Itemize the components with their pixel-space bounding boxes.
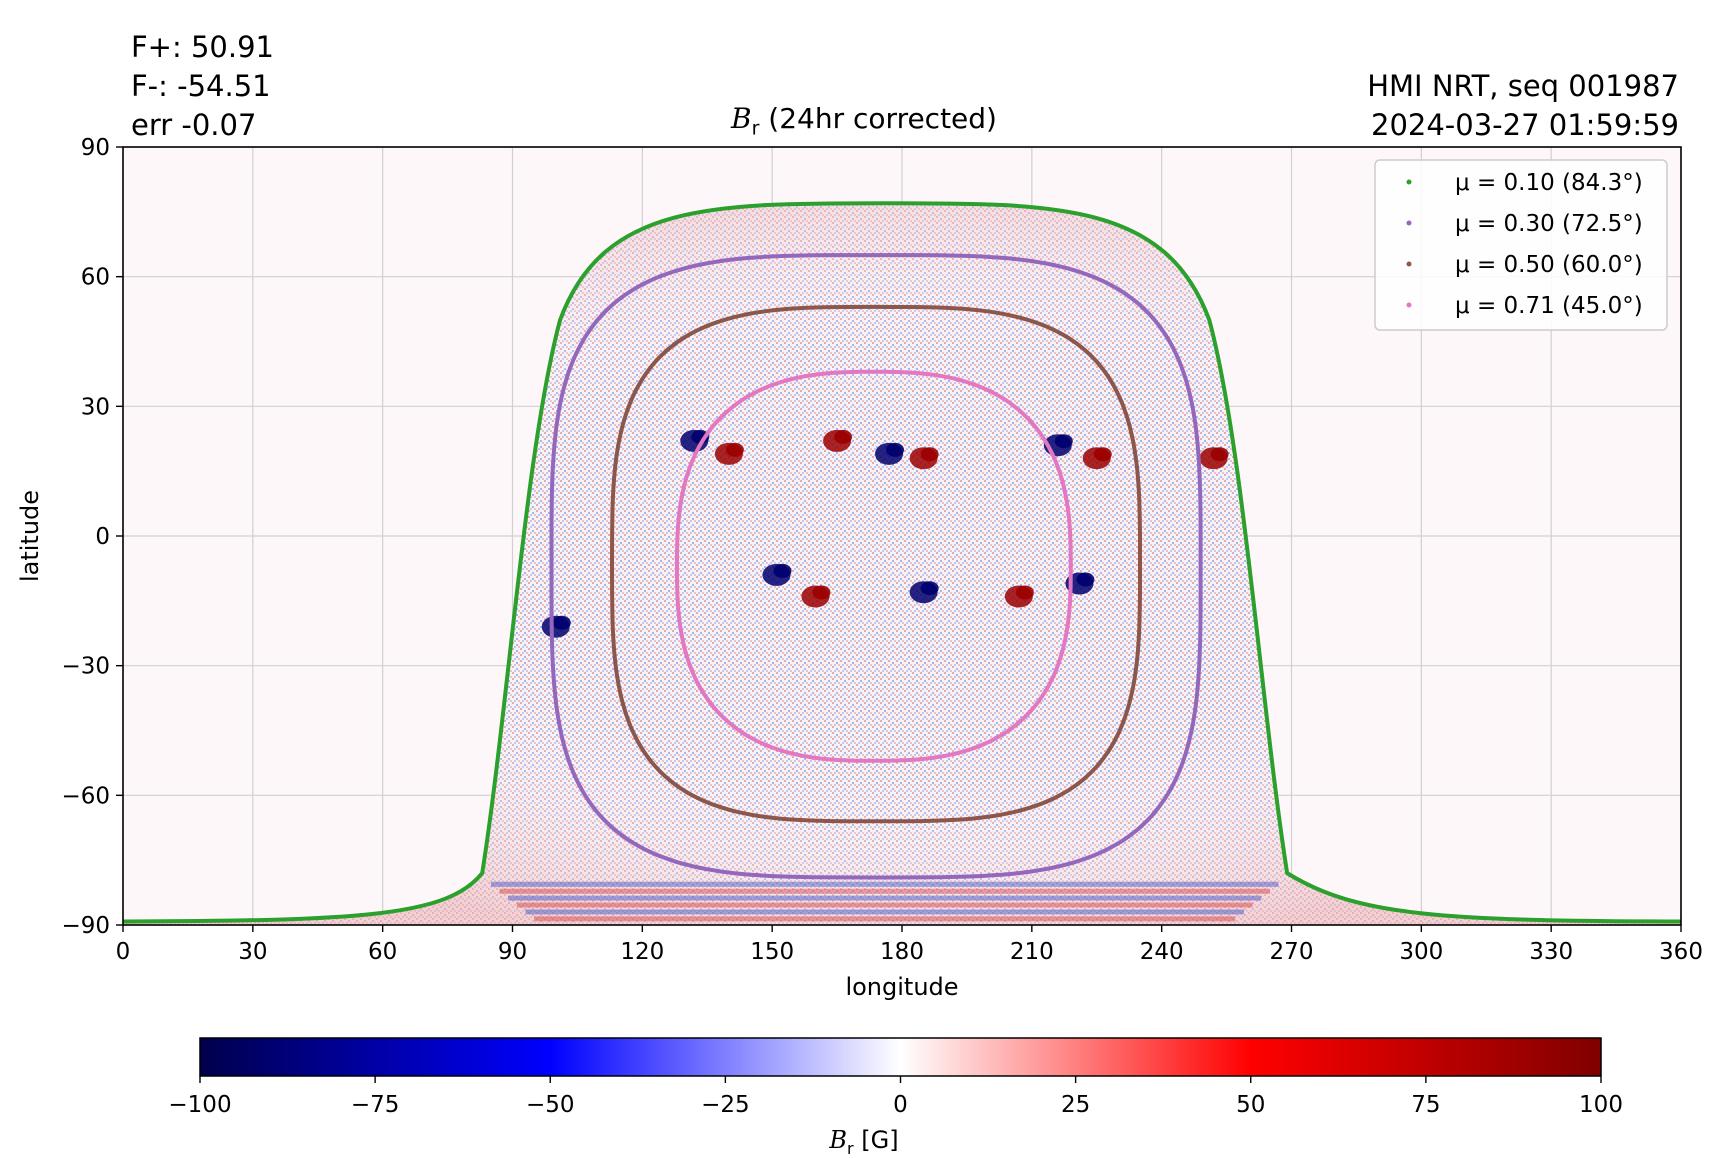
y-tick-label: 90 (81, 135, 110, 161)
legend-box (1374, 159, 1668, 331)
active-region-core (1093, 447, 1112, 462)
colorbar-tick-label: −75 (351, 1092, 400, 1118)
legend-label: μ = 0.71 (45.0°) (1455, 293, 1643, 319)
active-region-core (773, 563, 792, 578)
flux-summary: F+: 50.91 F-: -54.51 err -0.07 (131, 28, 274, 145)
legend-label: μ = 0.30 (72.5°) (1455, 211, 1643, 237)
colorbar-tick-label: −50 (526, 1092, 575, 1118)
colorbar-tick-label: 25 (1061, 1092, 1090, 1118)
polar-noise-band (534, 916, 1236, 922)
colorbar-label: Br [G] (0, 1126, 1728, 1158)
mu-contour-0.30 (549, 253, 1203, 880)
x-axis-label: longitude (845, 973, 958, 1001)
flux-error: err -0.07 (131, 108, 257, 142)
observation-timestamp: 2024-03-27 01:59:59 (1371, 108, 1679, 142)
x-tick-label: 150 (750, 939, 794, 965)
active-region-core (1076, 572, 1095, 587)
active-region-core (920, 447, 939, 462)
colorbar-tick-label: −100 (168, 1092, 231, 1118)
y-tick-label: 0 (95, 524, 110, 550)
mu-contour-0.71 (675, 369, 1073, 763)
active-region-core (920, 581, 939, 596)
polar-noise-band (508, 895, 1262, 901)
active-region-core (725, 442, 744, 457)
colorbar-label-subscript: r (847, 1138, 854, 1158)
y-tick-label: 30 (81, 394, 110, 420)
title-subscript: r (751, 117, 760, 140)
active-region-core (1210, 447, 1229, 462)
x-tick-label: 120 (620, 939, 664, 965)
legend-marker (1406, 302, 1412, 308)
legend: μ = 0.10 (84.3°) μ = 0.30 (72.5°) μ = 0.50… (1374, 159, 1668, 331)
active-region-core (1015, 585, 1034, 600)
legend-marker (1406, 179, 1412, 185)
limb-noise (123, 203, 1681, 925)
legend-marker (1406, 261, 1412, 267)
flux-positive: F+: 50.91 (131, 30, 274, 64)
x-tick-label: 90 (498, 939, 527, 965)
polar-noise-band (525, 909, 1244, 915)
x-tick-label: 30 (238, 939, 267, 965)
active-region-core (886, 442, 905, 457)
colorbar: −100 −75 −50 −25 0 25 50 75 100 (168, 1037, 1623, 1118)
active-region-core (834, 429, 853, 444)
colorbar-tick-label: 50 (1236, 1092, 1265, 1118)
y-tick-label: −90 (61, 913, 110, 939)
x-tick-label: 330 (1529, 939, 1573, 965)
active-region-core (552, 615, 571, 630)
x-tick-label: 270 (1270, 939, 1314, 965)
colorbar-label-symbol: B (829, 1126, 848, 1154)
plot-area (123, 147, 1681, 925)
x-tick-label: 210 (1010, 939, 1054, 965)
colorbar-gradient (199, 1037, 1602, 1077)
y-tick-label: 60 (81, 265, 110, 291)
chart-title: Br (24hr corrected) (0, 102, 1728, 140)
axes: 0 30 60 90 120 150 180 210 240 270 300 330 360906030… (16, 135, 1703, 1001)
y-axis-label: latitude (16, 490, 44, 582)
instrument-sequence: HMI NRT, seq 001987 (1367, 69, 1679, 103)
legend-label: μ = 0.10 (84.3°) (1455, 170, 1643, 196)
x-tick-label: 60 (368, 939, 397, 965)
y-tick-label: −60 (61, 783, 110, 809)
mu-contour-0.50 (609, 304, 1142, 824)
active-region-core (1054, 434, 1073, 449)
colorbar-label-unit: [G] (853, 1126, 899, 1154)
flux-negative: F-: -54.51 (131, 69, 271, 103)
active-region-core (812, 585, 831, 600)
x-tick-label: 300 (1399, 939, 1443, 965)
colorbar-tick-label: −25 (701, 1092, 750, 1118)
mu-contour-0.10 (123, 201, 1681, 924)
colorbar-tick-label: 75 (1411, 1092, 1440, 1118)
x-tick-label: 180 (880, 939, 924, 965)
observation-info: HMI NRT, seq 001987 2024-03-27 01:59:59 (1367, 67, 1679, 145)
x-tick-label: 240 (1140, 939, 1184, 965)
x-tick-label: 360 (1659, 939, 1703, 965)
colorbar-tick-label: 0 (893, 1092, 908, 1118)
legend-label: μ = 0.50 (60.0°) (1455, 252, 1643, 278)
polar-noise-band (490, 881, 1279, 887)
title-rest: (24hr corrected) (759, 102, 997, 135)
polar-noise-band (516, 902, 1253, 908)
colorbar-tick-label: 100 (1579, 1092, 1623, 1118)
legend-marker (1406, 220, 1412, 226)
y-tick-label: −30 (61, 654, 110, 680)
x-tick-label: 0 (116, 939, 131, 965)
polar-noise-band (499, 888, 1270, 894)
title-symbol: B (731, 102, 752, 135)
